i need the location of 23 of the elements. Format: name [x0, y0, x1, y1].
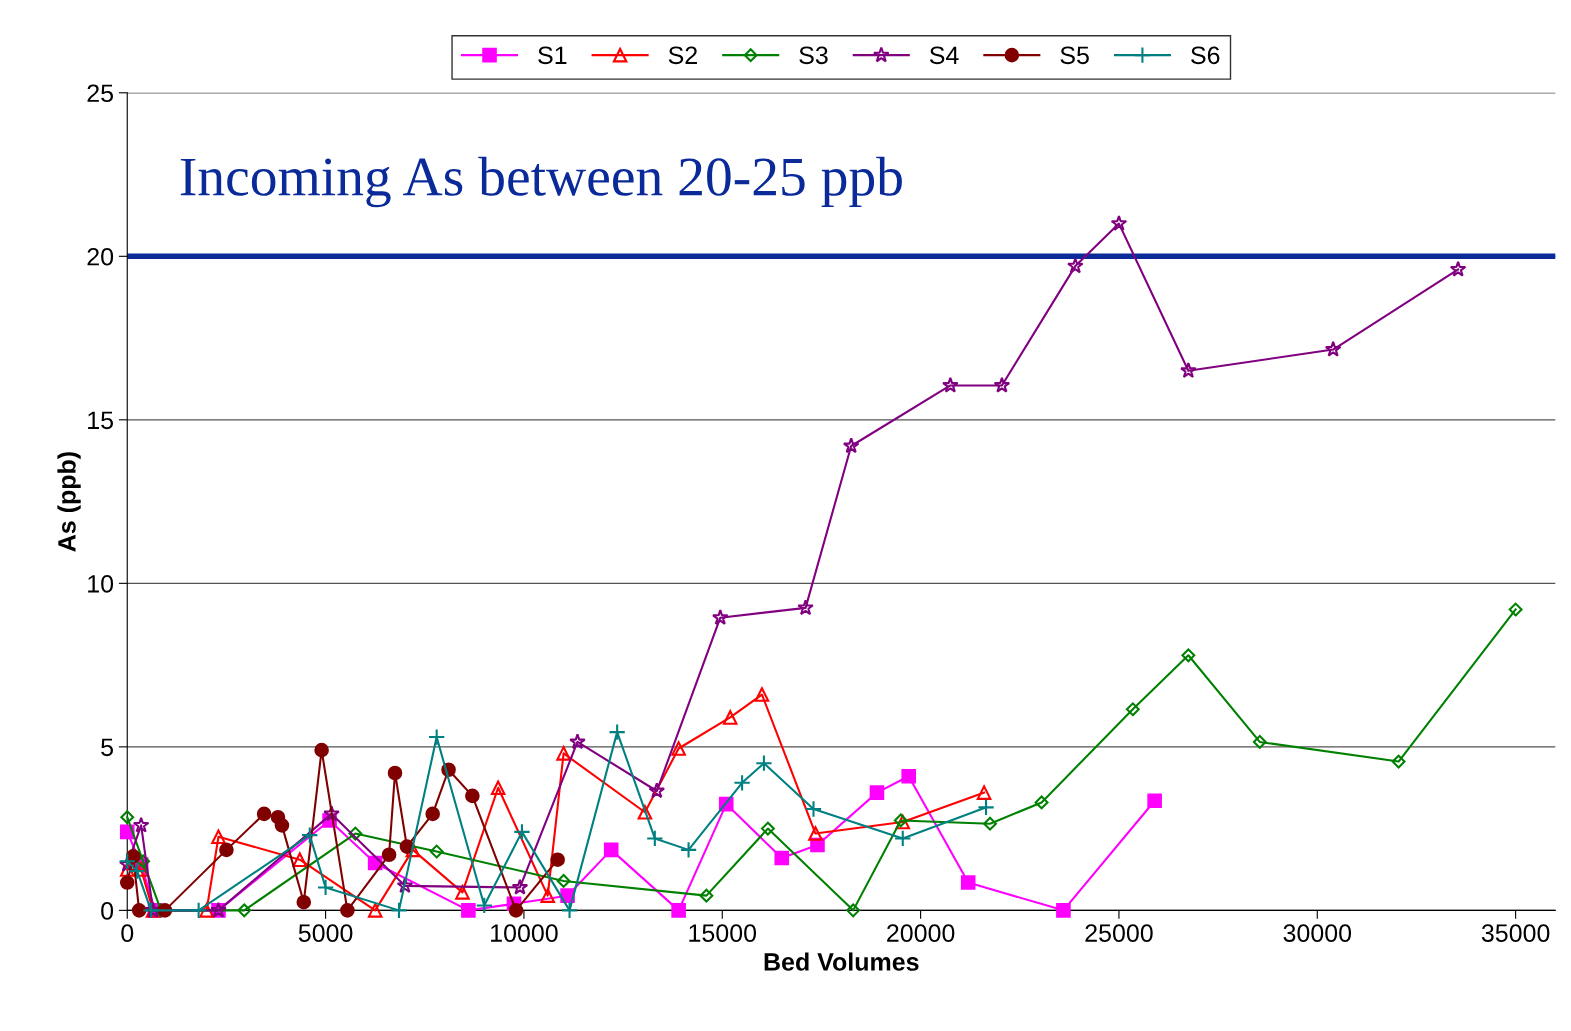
legend-label: S4 [929, 46, 959, 65]
x-tick-label: 35000 [1481, 924, 1550, 942]
y-tick-label: 25 [87, 84, 114, 103]
x-tick-label: 15000 [689, 924, 757, 942]
y-tick-label: 15 [88, 411, 114, 430]
x-axis-title: Bed Volumes [764, 952, 919, 971]
legend-label: S1 [538, 46, 567, 65]
legend-label: S6 [1191, 46, 1220, 65]
y-axis-title: As (ppb) [57, 452, 81, 552]
ref-line-label: Incoming As between 20-25 ppb [180, 156, 902, 208]
x-tick-label: 5000 [298, 924, 353, 942]
x-tick-label: 10000 [491, 924, 558, 942]
legend-label: S3 [799, 46, 828, 65]
x-tick-label: 30000 [1283, 924, 1352, 942]
y-tick-label: 20 [87, 247, 114, 266]
y-tick-label: 10 [88, 574, 114, 593]
y-tick-label: 0 [101, 901, 114, 920]
legend-label: S5 [1060, 46, 1089, 65]
x-tick-label: 25000 [1085, 924, 1153, 942]
x-tick-label: 20000 [887, 924, 955, 942]
y-tick-label: 5 [101, 738, 114, 757]
legend-label: S2 [668, 46, 697, 65]
x-tick-label: 0 [121, 924, 134, 942]
